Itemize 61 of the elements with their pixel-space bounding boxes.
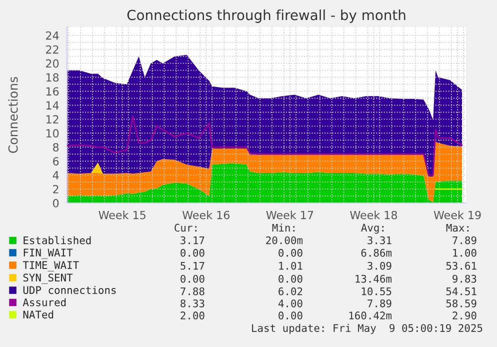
text: 20.00m — [266, 236, 303, 244]
y-tick-label: 12 — [46, 115, 58, 124]
text: 13.46m — [356, 274, 392, 283]
text: 0.00 — [180, 248, 204, 257]
y-tick-label: 24 — [46, 31, 59, 40]
text: 0.00 — [180, 274, 204, 283]
text: 2.90 — [452, 312, 476, 320]
text: 53.61 — [446, 262, 476, 270]
text: 0.00 — [278, 274, 302, 283]
text: Last update: Fri May 9 05:00:19 2025 — [252, 324, 482, 334]
text: 4.00 — [278, 299, 302, 308]
text: 1.00 — [453, 248, 476, 257]
x-tick-label: Week 18 — [350, 210, 398, 220]
text: 7.89 — [368, 299, 392, 308]
line-series — [67, 116, 463, 176]
y-tick-label: 14 — [46, 101, 59, 110]
text: 3.09 — [368, 262, 392, 270]
text: 160.42m — [349, 312, 392, 320]
legend-label: UDP connections — [23, 286, 116, 294]
y-tick-label: 20 — [46, 59, 59, 68]
x-tick-label: Week 15 — [98, 210, 146, 220]
y-tick-label: 22 — [46, 45, 58, 54]
y-axis-title: Connections — [8, 76, 18, 153]
text: 54.51 — [446, 288, 476, 296]
text: 6.86m — [361, 248, 392, 257]
text: 7.88 — [180, 287, 204, 296]
x-tick-label: Week 17 — [266, 210, 314, 220]
text: 1.01 — [279, 262, 302, 270]
text: 58.59 — [446, 299, 476, 308]
y-tick-label: 2 — [53, 185, 58, 194]
legend-label: Established — [24, 236, 91, 244]
text: 3.17 — [180, 236, 204, 244]
y-tick-label: 6 — [53, 157, 59, 166]
legend-label: TIME_WAIT — [22, 261, 79, 272]
text: 3.31 — [368, 236, 392, 244]
text: Cur: — [174, 224, 196, 232]
text: 5.17 — [180, 262, 204, 270]
y-tick-label: 18 — [46, 73, 59, 82]
x-tick-label: Week 19 — [434, 210, 481, 220]
text: 9.83 — [452, 274, 476, 283]
text: Min: — [272, 224, 294, 232]
text: 10.55 — [362, 287, 392, 296]
text: 6.02 — [278, 287, 302, 296]
legend-label: NATed — [23, 310, 54, 318]
text: 0.00 — [278, 248, 302, 257]
y-tick-label: 0 — [53, 198, 59, 208]
text: Avg: — [361, 224, 384, 234]
legend-label: FIN_WAIT — [24, 248, 73, 259]
text: 7.89 — [452, 236, 476, 244]
legend-label: SYN_SENT — [23, 274, 73, 284]
text: 8.33 — [180, 299, 204, 308]
x-tick-label: Week 16 — [182, 210, 230, 220]
text: 2.00 — [180, 312, 204, 320]
text: 0.00 — [278, 312, 302, 320]
legend-label: Assured — [22, 298, 66, 306]
y-tick-label: 8 — [53, 143, 59, 152]
y-tick-label: 4 — [52, 171, 59, 180]
y-tick-label: 10 — [46, 129, 59, 138]
text: Max: — [446, 224, 468, 232]
chart-title: Connections through firewall - by month — [127, 10, 406, 23]
y-tick-label: 16 — [46, 87, 59, 96]
